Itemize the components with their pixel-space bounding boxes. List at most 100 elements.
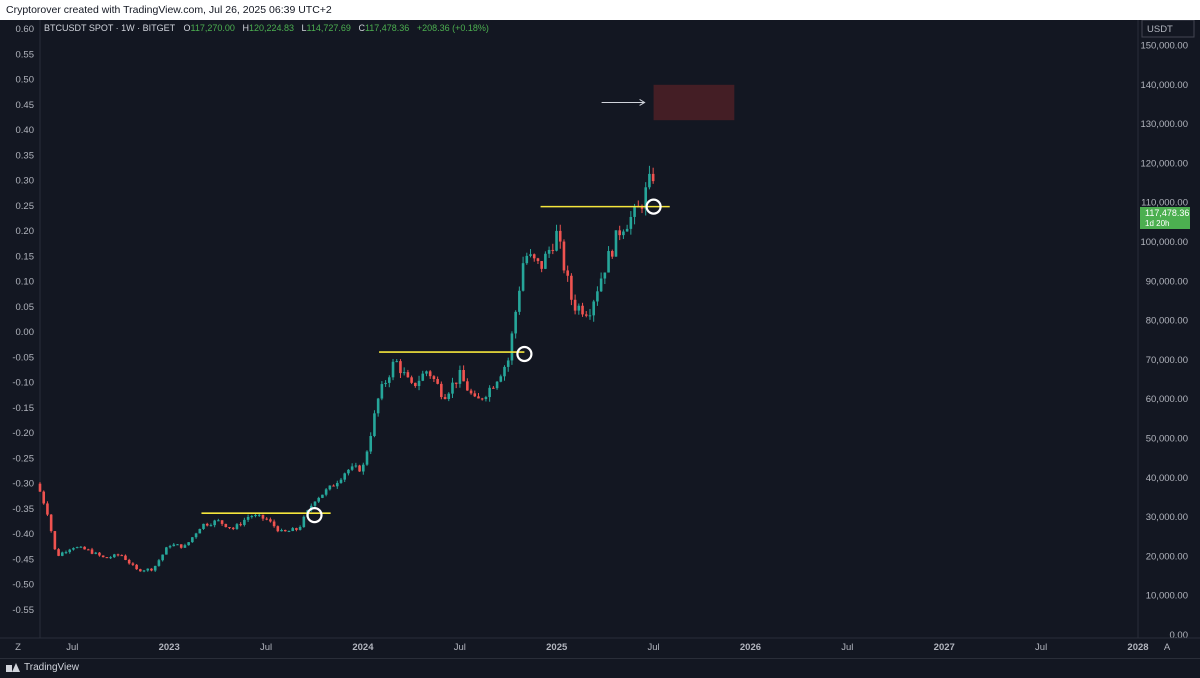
- candle-body: [525, 255, 529, 264]
- legend-high: 120,224.83: [249, 23, 294, 33]
- candle-body: [640, 207, 644, 209]
- candle-body: [142, 570, 146, 572]
- candle-body: [473, 393, 477, 397]
- price-axis-tick: 30,000.00: [1146, 512, 1188, 523]
- candle-body: [443, 397, 447, 399]
- candle-body: [648, 173, 651, 188]
- left-axis-tick: -0.35: [12, 504, 34, 515]
- left-axis-tick: -0.50: [12, 580, 34, 591]
- left-axis-tick: -0.45: [12, 554, 34, 565]
- candle-body: [291, 528, 294, 532]
- candle-body: [369, 436, 373, 452]
- left-axis-tick: 0.20: [16, 226, 35, 237]
- candle-body: [131, 563, 135, 565]
- price-axis-tick: 150,000.00: [1140, 41, 1188, 52]
- currency-box[interactable]: [1141, 20, 1195, 38]
- price-chart[interactable]: 0.60 0.55 0.50 0.45 0.40 0.35 0.30 0.25 0.20 0.15…: [0, 20, 1200, 658]
- candle-body: [566, 270, 569, 276]
- time-axis-tick: Jul: [66, 642, 78, 653]
- candle-body: [477, 396, 480, 399]
- candle-body: [243, 519, 246, 525]
- candle-body: [350, 466, 354, 470]
- left-axis-tick: 0.35: [16, 150, 35, 161]
- candle-body: [276, 526, 280, 532]
- time-axis-tick: 2026: [740, 642, 761, 653]
- left-axis-tick: 0.30: [16, 176, 35, 187]
- candle-body: [269, 519, 272, 522]
- left-axis-tick: 0.45: [16, 100, 35, 111]
- left-axis-tick: -0.15: [12, 403, 34, 414]
- left-axis-tick: 0.05: [16, 302, 35, 313]
- candle-body: [484, 397, 488, 400]
- candle-body: [265, 518, 268, 520]
- candle-body: [354, 465, 358, 467]
- candle-body: [202, 523, 205, 529]
- candle-body: [239, 524, 242, 526]
- candle-body: [135, 564, 138, 570]
- candle-body: [68, 549, 72, 553]
- candle-body: [98, 552, 101, 556]
- candle-body: [42, 491, 46, 504]
- price-axis-tick: 120,000.00: [1140, 158, 1188, 169]
- candle-body: [49, 514, 53, 532]
- candle-body: [384, 382, 387, 385]
- candle-body: [488, 387, 491, 398]
- price-axis-tick: 50,000.00: [1146, 434, 1188, 445]
- price-axis-tick: 80,000.00: [1146, 316, 1188, 327]
- legend-open: 117,270.00: [191, 23, 235, 33]
- candle-body: [332, 485, 335, 487]
- candle-body: [358, 465, 361, 472]
- candle-body: [607, 251, 610, 273]
- candle-body: [454, 382, 458, 384]
- candle-body: [194, 533, 198, 538]
- left-axis-tick: -0.20: [12, 428, 34, 439]
- price-axis[interactable]: 0.00 10,000.00 20,000.00 30,000.00 40,000.00…: [1137, 20, 1188, 641]
- time-axis[interactable]: Jul 2023 Jul 2024 Jul 2025 Jul 2026 Jul 2027 Jul 20…: [0, 637, 1200, 653]
- candle-body: [376, 398, 380, 414]
- annotations: [201, 84, 735, 524]
- candle-body: [518, 290, 521, 312]
- left-axis-tick: 0.25: [16, 201, 35, 212]
- target-zone: [653, 84, 735, 121]
- candle-body: [644, 187, 648, 209]
- attribution-text: Cryptorover created with TradingView.com…: [6, 4, 332, 16]
- last-price-tag: 117,478.36 1d 20h: [1140, 207, 1190, 229]
- left-axis-tick: 0.50: [16, 75, 35, 86]
- candle-body: [425, 371, 428, 374]
- candle-body: [176, 544, 179, 546]
- tradingview-logo[interactable]: TradingView: [6, 662, 79, 673]
- candle-body: [499, 376, 503, 382]
- candle-body: [514, 311, 517, 334]
- time-axis-tick: 2027: [934, 642, 955, 653]
- price-axis-tick: 90,000.00: [1146, 276, 1188, 287]
- candle-body: [417, 380, 421, 387]
- candle-body: [38, 483, 42, 492]
- candle-body: [231, 527, 235, 529]
- candle-body: [365, 451, 369, 465]
- candle-body: [343, 473, 347, 480]
- price-axis-tick: 20,000.00: [1146, 551, 1188, 562]
- candle-body: [603, 272, 607, 279]
- candle-body: [555, 230, 558, 251]
- candle-body: [198, 528, 202, 534]
- auto-scale-badge: A: [1164, 642, 1171, 653]
- left-axis: 0.60 0.55 0.50 0.45 0.40 0.35 0.30 0.25 0.20 0.15…: [12, 20, 41, 638]
- left-axis-tick: 0.15: [16, 251, 35, 262]
- candle-body: [139, 569, 142, 572]
- time-axis-tick: Jul: [841, 642, 853, 653]
- left-axis-tick: -0.05: [12, 352, 34, 363]
- candle-body: [373, 413, 376, 437]
- candle-body: [399, 361, 402, 374]
- candle-body: [562, 241, 566, 271]
- candle-body: [83, 546, 86, 550]
- candles: [38, 165, 655, 573]
- candle-body: [120, 555, 124, 557]
- time-axis-tick: Jul: [648, 642, 660, 653]
- candle-body: [298, 526, 302, 530]
- candle-body: [406, 372, 410, 378]
- candle-body: [610, 251, 614, 257]
- candle-body: [577, 305, 581, 311]
- candle-body: [161, 554, 164, 561]
- candle-body: [168, 546, 172, 548]
- candle-body: [625, 228, 629, 232]
